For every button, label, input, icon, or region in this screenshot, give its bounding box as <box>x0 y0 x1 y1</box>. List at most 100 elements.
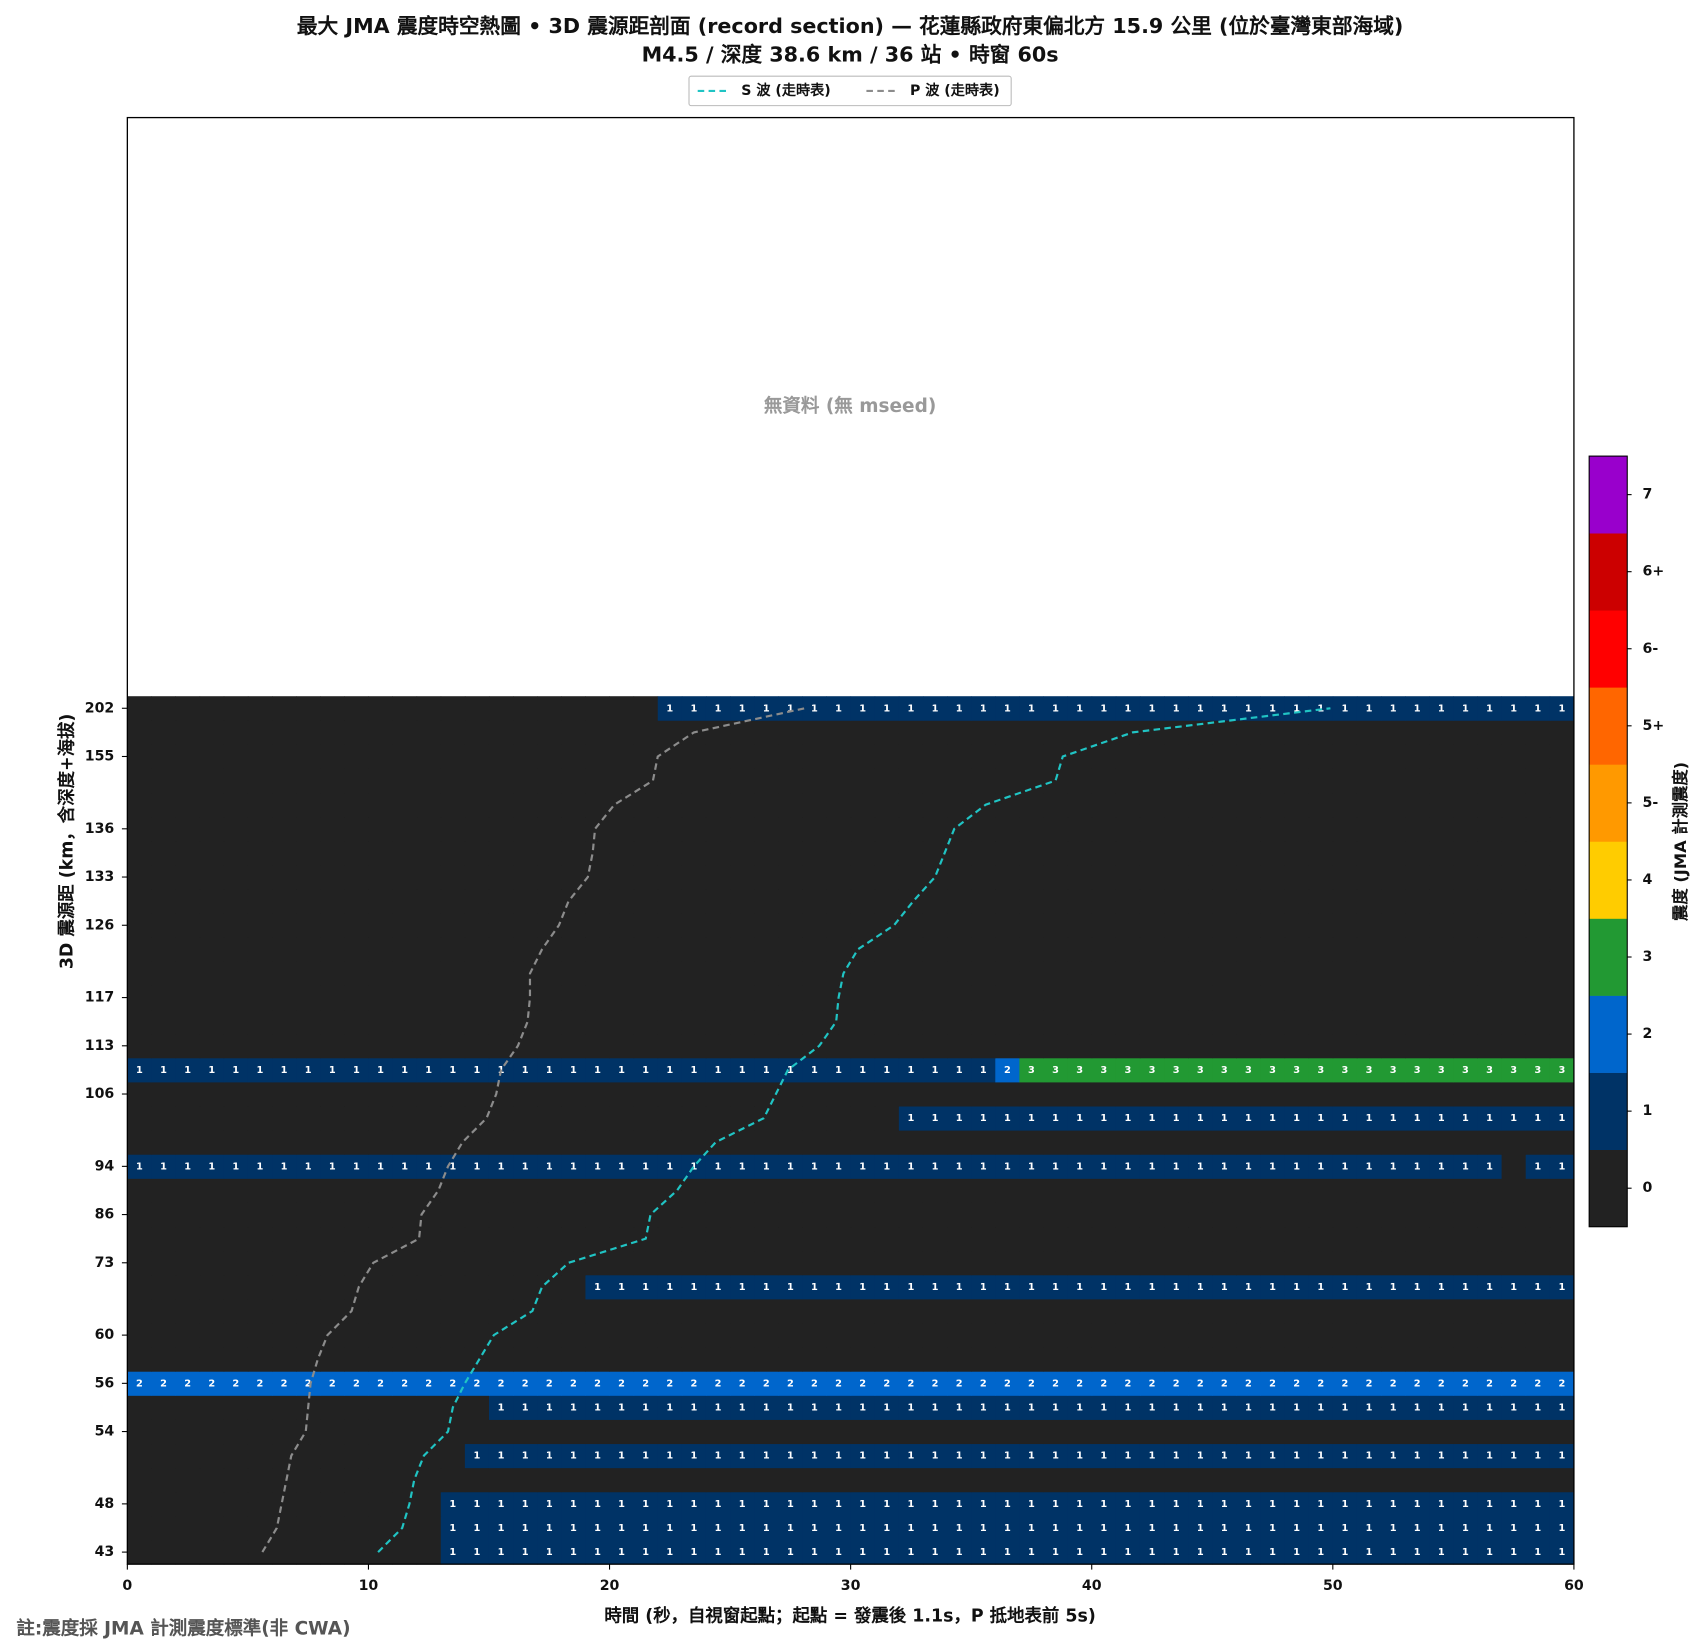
heat-cell <box>1043 1274 1069 1300</box>
cell-label: 1 <box>522 1523 529 1534</box>
heat-cell <box>1139 1057 1165 1083</box>
cell-label: 1 <box>1486 1523 1493 1534</box>
heat-cell <box>995 1154 1020 1179</box>
heat-cell <box>1549 1202 1575 1228</box>
heat-cell <box>1284 1057 1310 1083</box>
heat-cell <box>175 1371 201 1396</box>
heat-cell <box>874 1419 900 1445</box>
heat-cell <box>537 816 562 842</box>
heat-cell <box>320 1467 345 1493</box>
cell-label: 2 <box>1052 1378 1059 1389</box>
heat-cell <box>1308 1226 1334 1252</box>
heat-cell <box>1067 961 1093 986</box>
heat-cell <box>1043 1515 1069 1541</box>
cell-label: 1 <box>594 1499 601 1510</box>
heat-cell <box>199 1106 225 1131</box>
heat-cell <box>1019 696 1044 721</box>
heat-cell <box>1549 1323 1575 1348</box>
heat-cell <box>1067 696 1093 721</box>
cell-label: 3 <box>1438 1065 1445 1076</box>
heat-cell <box>947 720 972 745</box>
heat-cell <box>1429 1250 1454 1276</box>
heat-cell <box>1043 1540 1069 1565</box>
heat-cell <box>585 1057 610 1083</box>
heat-cell <box>247 816 273 842</box>
cell-label: 1 <box>1390 1499 1397 1510</box>
cell-label: 1 <box>1438 1113 1445 1124</box>
heat-cell <box>705 744 731 769</box>
heat-cell <box>223 1491 249 1517</box>
heat-cell <box>392 1443 418 1469</box>
heat-cell <box>1332 985 1358 1011</box>
heat-cell <box>1429 1274 1454 1300</box>
heat-cell <box>1115 864 1141 890</box>
heat-cell <box>368 792 393 818</box>
heat-cell <box>681 889 707 914</box>
heat-cell <box>609 1515 635 1541</box>
y-tick-label: 56 <box>95 1375 115 1391</box>
heat-cell <box>151 913 177 938</box>
heat-cell <box>1164 1419 1189 1445</box>
cell-label: 1 <box>1100 1523 1107 1534</box>
heat-cell <box>1091 1371 1117 1396</box>
heat-cell <box>1091 1443 1117 1469</box>
heat-cell <box>344 1081 369 1107</box>
heat-cell <box>754 720 779 745</box>
heat-cell <box>681 1178 707 1203</box>
cell-label: 1 <box>329 1161 336 1172</box>
heat-cell <box>730 1250 755 1276</box>
heat-cell <box>1525 985 1551 1011</box>
heat-cell <box>922 1274 948 1300</box>
heat-cell <box>392 937 418 962</box>
heat-cell <box>1043 1298 1069 1324</box>
heat-cell <box>537 720 562 745</box>
heat-cell <box>874 1033 900 1059</box>
cell-label: 1 <box>1124 1282 1131 1293</box>
heat-cell <box>561 1250 586 1276</box>
heat-cell <box>1091 864 1117 890</box>
heat-cell <box>272 1323 297 1348</box>
heat-cell <box>1236 1009 1261 1035</box>
heat-cell <box>657 1202 683 1228</box>
heat-cell <box>947 1540 972 1565</box>
heat-cell <box>1525 1347 1551 1372</box>
heat-cell <box>995 816 1020 842</box>
cell-label: 1 <box>883 1523 890 1534</box>
cell-label: 1 <box>618 1499 625 1510</box>
heat-cell <box>1115 937 1141 962</box>
heat-cell <box>1477 1250 1503 1276</box>
heat-cell <box>1139 1298 1165 1324</box>
heat-cell <box>1115 792 1141 818</box>
heat-cell <box>754 1274 779 1300</box>
heat-cell <box>681 744 707 769</box>
heat-cell <box>995 1323 1020 1348</box>
heat-cell <box>730 816 755 842</box>
heat-cell <box>1549 985 1575 1011</box>
heat-cell <box>537 744 562 769</box>
cell-label: 1 <box>691 1523 698 1534</box>
heat-cell <box>561 937 586 962</box>
heat-cell <box>1477 792 1503 818</box>
cell-label: 1 <box>1414 1547 1421 1558</box>
cell-label: 1 <box>642 1065 649 1076</box>
heat-cell <box>488 1274 514 1300</box>
heat-cell <box>802 864 827 890</box>
heat-cell <box>440 913 466 938</box>
heat-cell <box>272 985 297 1011</box>
colorbar-swatch <box>1589 1149 1628 1228</box>
heat-cell <box>1212 1250 1237 1276</box>
cell-label: 2 <box>666 1378 673 1389</box>
heat-cell <box>537 1202 562 1228</box>
cell-label: 1 <box>1100 1402 1107 1413</box>
heat-cell <box>657 1250 683 1276</box>
heat-cell <box>1043 961 1069 986</box>
heat-cell <box>995 1009 1020 1035</box>
heat-cell <box>272 1202 297 1228</box>
heat-cell <box>1091 1178 1117 1203</box>
heat-cell <box>1381 816 1406 842</box>
heat-cell <box>1188 792 1213 818</box>
cell-label: 3 <box>1100 1065 1107 1076</box>
heat-cell <box>464 1154 490 1179</box>
heat-cell <box>296 1274 321 1300</box>
